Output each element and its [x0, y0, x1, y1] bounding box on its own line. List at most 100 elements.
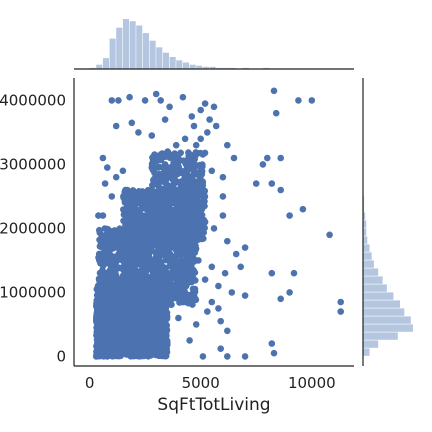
- scatter-point: [122, 312, 130, 320]
- x-marginal-bar: [182, 62, 189, 69]
- scatter-point: [149, 181, 156, 189]
- scatter-point: [126, 209, 133, 216]
- scatter-point: [177, 237, 184, 245]
- scatter-point: [104, 164, 111, 171]
- x-axis-label: SqFtTotLiving: [157, 395, 270, 415]
- scatter-point: [241, 292, 249, 299]
- scatter-point: [192, 151, 199, 159]
- scatter-point: [106, 278, 114, 286]
- scatter-point: [184, 255, 191, 262]
- scatter-point: [119, 349, 127, 357]
- scatter-point: [151, 160, 158, 168]
- scatter-point: [176, 252, 184, 260]
- scatter-point: [156, 257, 163, 264]
- scatter-point: [137, 319, 145, 327]
- y-marginal-bar: [363, 268, 379, 276]
- scatter-point: [163, 199, 171, 207]
- scatter-point: [264, 154, 271, 162]
- scatter-point: [119, 237, 127, 245]
- scatter-point: [221, 269, 229, 277]
- scatter-point: [145, 254, 152, 261]
- scatter-point: [97, 314, 104, 322]
- scatter-point: [219, 173, 227, 181]
- scatter-point: [268, 269, 276, 277]
- scatter-point: [179, 93, 187, 101]
- scatter-point: [105, 242, 113, 249]
- scatter-point: [108, 289, 116, 296]
- y-marginal-bar: [363, 308, 405, 316]
- scatter-point: [159, 317, 167, 324]
- scatter-point: [252, 180, 260, 187]
- scatter-point: [163, 185, 170, 192]
- scatter-point: [155, 269, 162, 277]
- scatter-point: [154, 285, 161, 292]
- scatter-point: [189, 219, 196, 227]
- scatter-point: [131, 204, 139, 212]
- y-marginal-bar: [363, 220, 367, 228]
- scatter-point: [326, 231, 333, 239]
- scatter-point: [121, 305, 128, 313]
- scatter-point: [101, 323, 109, 331]
- scatter-point: [179, 180, 187, 187]
- scatter-point: [170, 167, 178, 175]
- x-marginal-histogram: [89, 19, 269, 69]
- scatter-point: [168, 275, 176, 282]
- scatter-point: [147, 290, 154, 298]
- scatter-point: [92, 353, 100, 360]
- y-marginal-bar: [363, 260, 374, 268]
- scatter-point: [179, 220, 186, 228]
- scatter-point: [199, 178, 206, 185]
- scatter-point: [160, 171, 168, 178]
- scatter-point: [139, 273, 147, 280]
- scatter-point: [197, 106, 204, 114]
- scatter-point: [168, 199, 176, 206]
- scatter-point: [177, 231, 184, 239]
- y-marginal-bar: [363, 332, 398, 340]
- scatter-point: [210, 103, 218, 111]
- scatter-point: [241, 244, 249, 251]
- scatter-point: [166, 206, 174, 213]
- scatter-point: [120, 206, 127, 213]
- x-marginal-bar: [156, 47, 163, 69]
- scatter-point: [127, 348, 135, 355]
- scatter-point: [175, 154, 182, 162]
- scatter-point: [142, 291, 149, 299]
- scatter-point: [110, 321, 118, 328]
- scatter-point: [201, 276, 209, 283]
- y-marginal-bar: [363, 284, 387, 292]
- y-tick-label: 2000000: [0, 219, 66, 237]
- scatter-point: [127, 283, 134, 291]
- scatter-point: [192, 141, 200, 149]
- scatter-point: [117, 313, 124, 321]
- scatter-point: [129, 260, 137, 268]
- scatter-point: [210, 225, 218, 232]
- scatter-point: [299, 205, 307, 213]
- x-marginal-bar: [209, 66, 216, 69]
- y-marginal-bar: [363, 316, 411, 324]
- scatter-point: [168, 295, 176, 303]
- scatter-point: [159, 324, 167, 331]
- scatter-point: [201, 224, 208, 232]
- scatter-point: [130, 321, 138, 328]
- x-tick-label: 0: [85, 374, 95, 392]
- scatter-point: [166, 212, 173, 219]
- scatter-point: [176, 266, 183, 273]
- y-tick-label: 1000000: [0, 283, 66, 301]
- scatter-point: [224, 237, 231, 245]
- scatter-point: [96, 303, 103, 311]
- scatter-point: [168, 225, 176, 233]
- scatter-point: [224, 327, 231, 335]
- scatter-point: [141, 212, 149, 219]
- scatter-point: [162, 251, 170, 259]
- scatter-point: [259, 161, 267, 168]
- scatter-point: [164, 193, 171, 200]
- scatter-point: [108, 97, 116, 104]
- x-marginal-bar: [149, 40, 156, 69]
- scatter-point: [172, 193, 180, 200]
- scatter-point: [170, 180, 178, 187]
- scatter-point: [146, 337, 154, 345]
- scatter-point: [152, 308, 160, 315]
- scatter-point: [142, 284, 150, 291]
- scatter-point: [142, 205, 150, 212]
- x-marginal-bar: [122, 19, 129, 69]
